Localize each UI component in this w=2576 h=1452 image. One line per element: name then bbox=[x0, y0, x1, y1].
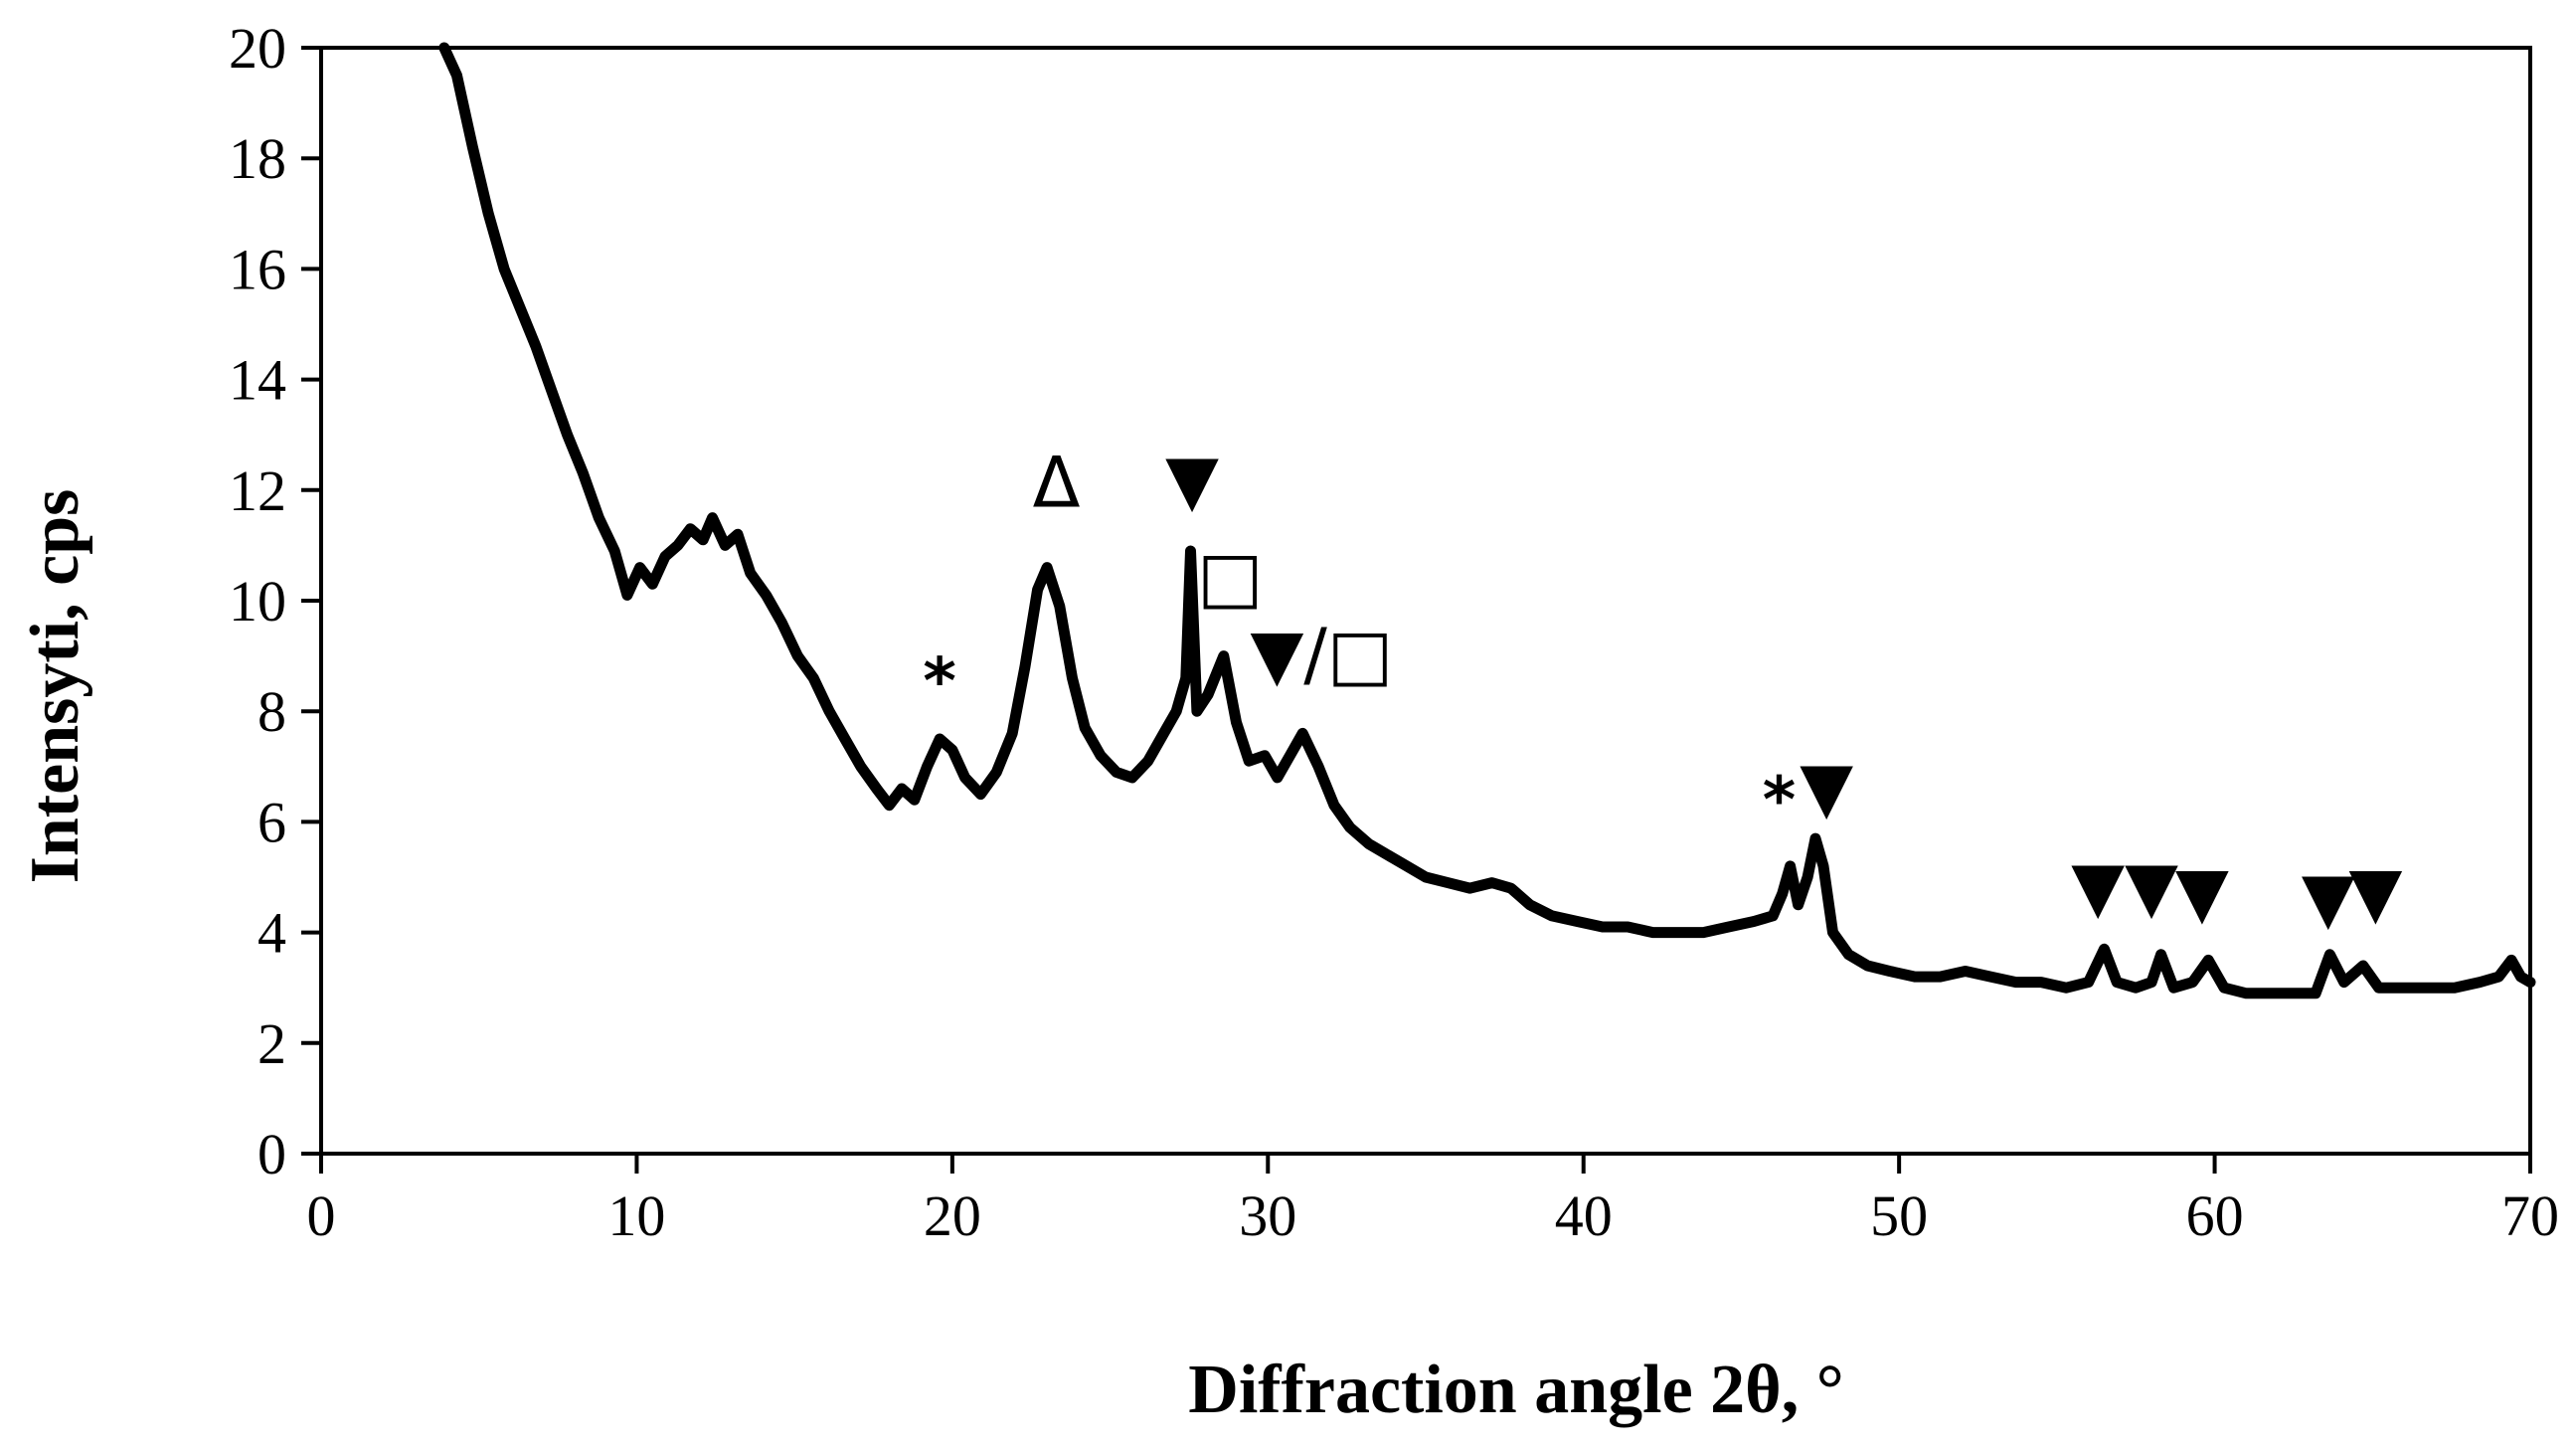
y-tick-label: 2 bbox=[258, 1011, 286, 1076]
y-tick-label: 8 bbox=[258, 679, 286, 744]
peak-annotation: ▼ bbox=[1800, 746, 1853, 827]
y-tick-label: 4 bbox=[258, 901, 286, 966]
y-tick-label: 0 bbox=[258, 1122, 286, 1186]
peak-annotation: □ bbox=[1197, 536, 1263, 618]
y-tick-label: 12 bbox=[229, 458, 286, 523]
y-tick-label: 16 bbox=[229, 237, 286, 301]
peak-annotation: ▼ bbox=[2302, 856, 2355, 938]
y-axis-title: Intensyti, cps bbox=[17, 489, 93, 884]
x-tick-label: 0 bbox=[307, 1183, 336, 1248]
peak-annotation: ▼ bbox=[1165, 440, 1219, 521]
x-tick-label: 10 bbox=[607, 1183, 665, 1248]
peak-annotation: ▼ bbox=[2125, 845, 2178, 927]
y-tick-label: 18 bbox=[229, 126, 286, 191]
x-tick-label: 70 bbox=[2501, 1183, 2559, 1248]
x-tick-label: 20 bbox=[924, 1183, 981, 1248]
y-tick-label: 10 bbox=[229, 569, 286, 634]
peak-annotation: Δ bbox=[1033, 442, 1081, 523]
series-line bbox=[438, 42, 2536, 999]
x-tick-label: 30 bbox=[1239, 1183, 1296, 1248]
x-tick-label: 40 bbox=[1555, 1183, 1613, 1248]
x-tick-label: 60 bbox=[2186, 1183, 2244, 1248]
peak-annotation: * bbox=[923, 645, 955, 719]
peak-annotation: ▼ bbox=[2175, 851, 2229, 933]
peak-annotation: ▼ bbox=[2349, 851, 2403, 933]
y-tick-label: 6 bbox=[258, 790, 286, 854]
peak-annotation: ▼ bbox=[2071, 845, 2125, 927]
peak-annotation: ▼/□ bbox=[1250, 614, 1393, 695]
y-tick-label: 20 bbox=[229, 16, 286, 81]
peak-annotation: * bbox=[1763, 764, 1796, 837]
x-tick-label: 50 bbox=[1870, 1183, 1928, 1248]
x-axis-title: Diffraction angle 2θ, ° bbox=[1188, 1352, 1843, 1428]
y-tick-label: 14 bbox=[229, 348, 286, 413]
